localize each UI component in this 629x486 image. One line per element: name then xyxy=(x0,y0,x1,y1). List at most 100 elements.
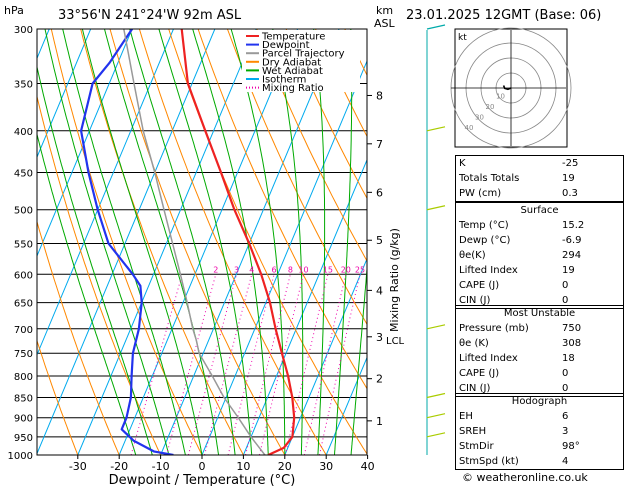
legend-entry: Mixing Ratio xyxy=(262,83,324,94)
mixing-ratio-line xyxy=(204,274,253,455)
isotherm-line xyxy=(77,29,257,455)
km-tick-label: 2 xyxy=(376,373,383,386)
mixing-ratio-line xyxy=(319,274,361,455)
isotherm-line xyxy=(242,158,367,455)
isotherm-line xyxy=(284,257,367,455)
isotherm-line xyxy=(160,29,340,455)
surface-value: 0 xyxy=(562,295,569,306)
pressure-axis: 300 350 400 450 500 550 600 650 700 750 800 850 900 9… xyxy=(8,25,33,462)
copyright-footer: © weatheronline.co.uk xyxy=(462,471,588,484)
pressure-tick-label: 950 xyxy=(14,433,33,444)
hodograph-ring-label: 20 xyxy=(486,103,495,111)
legend-entry: Temperature xyxy=(261,32,325,43)
table-row: CAPE (J) 0 xyxy=(456,366,623,381)
wind-barb xyxy=(426,413,446,419)
hodograph-ring-label: 10 xyxy=(496,93,505,101)
wet-adiabat-line xyxy=(192,29,269,455)
wet-adiabat-line xyxy=(272,29,304,455)
x-axis-label: Dewpoint / Temperature (°C) xyxy=(109,473,296,486)
legend-entry: Dewpoint xyxy=(262,40,310,51)
wind-barb xyxy=(426,24,446,30)
hodo-value: 98° xyxy=(562,441,580,452)
wet-adiabat-line xyxy=(44,29,170,455)
wet-adiabat-line xyxy=(81,29,203,455)
mixing-ratio-labels: 2 3 4 6 8 10 15 20 25 xyxy=(213,265,365,274)
x-tick-label: 30 xyxy=(319,460,333,473)
most-unstable-table: Most Unstable Pressure (mb) 750 θe (K) 308… xyxy=(455,305,624,397)
hodo-label: StmDir xyxy=(459,441,494,452)
hodo-label: EH xyxy=(459,411,473,422)
dry-adiabat-line xyxy=(138,29,327,455)
km-tick-label: 7 xyxy=(376,138,383,151)
hodo-value: 3 xyxy=(562,426,569,437)
table-row: Lifted Index 18 xyxy=(456,351,623,366)
km-tick-label: 4 xyxy=(376,284,383,297)
asl-label: ASL xyxy=(374,17,396,30)
surface-label: Lifted Index xyxy=(459,265,518,276)
mu-label: θe (K) xyxy=(459,338,489,349)
hpa-label: hPa xyxy=(4,4,24,17)
mixing-ratio-axis-label: Mixing Ratio (g/kg) xyxy=(388,228,401,332)
wet-adiabat-line xyxy=(37,64,153,455)
table-row: StmSpd (kt) 4 xyxy=(456,454,623,469)
surface-label: θe(K) xyxy=(459,250,486,261)
surface-label: Temp (°C) xyxy=(459,220,509,231)
wet-adiabat-line xyxy=(37,132,137,455)
wet-adiabat-line xyxy=(129,29,236,455)
dry-adiabat-line xyxy=(226,29,367,326)
km-label: km xyxy=(376,4,393,17)
table-row: Pressure (mb) 750 xyxy=(456,321,623,336)
isotherm-line xyxy=(37,29,216,455)
index-label: K xyxy=(459,158,466,169)
datetime-title: 23.01.2025 12GMT (Base: 06) xyxy=(406,8,601,23)
table-row: Temp (°C) 15.2 xyxy=(456,218,623,233)
isotherm-line xyxy=(0,29,8,455)
wind-barb xyxy=(426,205,446,211)
wet-adiabat-line xyxy=(230,29,286,455)
pressure-tick-label: 700 xyxy=(14,325,33,336)
wind-barbs xyxy=(426,24,446,455)
hodo-value: 4 xyxy=(562,456,569,467)
mu-label: CIN (J) xyxy=(459,383,491,394)
index-value: 0.3 xyxy=(562,188,578,199)
dry-adiabat-line xyxy=(285,29,367,200)
index-value: 19 xyxy=(562,173,575,184)
km-tick-label: 6 xyxy=(376,186,383,199)
table-row: EH 6 xyxy=(456,409,623,424)
background-lines xyxy=(0,29,367,455)
temperature-axis: -30 -20 -10 0 10 20 30 40 xyxy=(69,455,375,473)
pressure-tick-label: 800 xyxy=(14,372,33,383)
hodo-value: 6 xyxy=(562,411,569,422)
surface-value: 15.2 xyxy=(562,220,585,231)
legend-entry: Isotherm xyxy=(262,75,306,86)
isotherm-line xyxy=(37,29,92,159)
dry-adiabat-line xyxy=(37,94,162,455)
mixing-ratio-label: 4 xyxy=(249,265,254,274)
pressure-tick-label: 750 xyxy=(14,349,33,360)
mixing-ratio-label: 8 xyxy=(288,265,293,274)
surface-title: Surface xyxy=(520,205,559,216)
hodograph-table-title: Hodograph xyxy=(511,396,568,407)
mixing-ratio-label: 10 xyxy=(298,265,308,274)
pressure-tick-label: 350 xyxy=(14,80,33,91)
mixing-ratio-label: 6 xyxy=(272,265,277,274)
hodograph-ring-label: 30 xyxy=(475,114,484,122)
series-parcel-trajectory xyxy=(123,29,266,455)
x-tick-label: -20 xyxy=(110,460,128,473)
pressure-tick-label: 600 xyxy=(14,270,33,281)
table-row: Lifted Index 19 xyxy=(456,263,623,278)
surface-label: Dewp (°C) xyxy=(459,235,511,246)
x-tick-label: 40 xyxy=(361,460,375,473)
pressure-tick-label: 300 xyxy=(14,25,33,36)
table-row: K -25 xyxy=(456,156,623,171)
mu-label: CAPE (J) xyxy=(459,368,500,379)
table-row: SREH 3 xyxy=(456,424,623,439)
km-tick-label: 5 xyxy=(376,234,383,247)
hodograph-kt-label: kt xyxy=(458,33,467,43)
pressure-tick-label: 450 xyxy=(14,168,33,179)
mixing-ratio-line xyxy=(166,274,217,455)
km-tick-label: 1 xyxy=(376,415,383,428)
hodograph-ring-label: 40 xyxy=(465,124,474,132)
